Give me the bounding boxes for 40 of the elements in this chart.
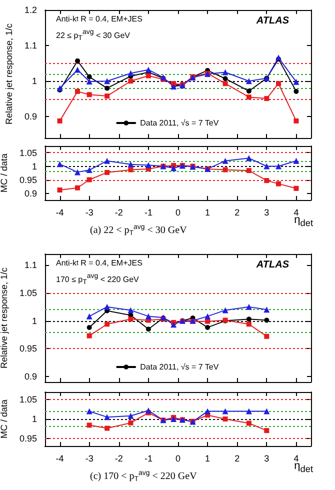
- y-tick-label: 0.9: [24, 371, 37, 382]
- y-tick-label: 1: [32, 316, 37, 326]
- x-tick-label: 0: [175, 208, 181, 218]
- x-tick-label: -1: [144, 208, 152, 218]
- y-tick-label: 1: [32, 76, 37, 86]
- y-axis-title: Relative jet response, 1/c: [0, 266, 10, 369]
- x-tick-label: -4: [56, 208, 64, 218]
- y-tick-label: 0.95: [19, 174, 37, 185]
- x-tick-label: -2: [114, 208, 123, 218]
- y-tick-label: 1.2: [24, 5, 37, 15]
- x-tick-label: 1: [205, 208, 210, 218]
- x-tick-label: 3: [264, 454, 270, 464]
- x-tick-label: -2: [114, 454, 123, 464]
- annotation: ATLAS: [255, 260, 290, 270]
- x-tick-label: 3: [264, 208, 270, 218]
- x-tick-label: -3: [85, 454, 94, 464]
- legend-label: Data 2011, √s = 7 TeV: [140, 118, 220, 128]
- y-tick-label: 1: [32, 414, 37, 424]
- x-tick-label: -4: [56, 454, 64, 464]
- y-axis-title: Relative jet response, 1/c: [4, 22, 14, 125]
- x-tick-label: 2: [234, 454, 240, 464]
- y-tick-label: 0.95: [19, 433, 37, 444]
- legend-label: Data 2011, √s = 7 TeV: [140, 362, 220, 372]
- y-axis-title: MC / data: [0, 399, 10, 439]
- y-tick-label: 1.1: [24, 260, 37, 270]
- x-tick-label: -1: [144, 454, 152, 464]
- annotation: ATLAS: [255, 16, 290, 26]
- y-tick-label: 0.9: [24, 112, 37, 122]
- y-tick-label: 1: [32, 161, 37, 172]
- y-axis-title: MC / data: [0, 153, 10, 193]
- y-tick-label: 1.1: [24, 40, 37, 51]
- y-tick-label: 0.95: [19, 344, 37, 354]
- y-tick-label: 1.05: [19, 148, 37, 158]
- y-tick-label: 1.05: [19, 394, 37, 405]
- x-tick-label: 1: [205, 454, 210, 464]
- x-tick-label: 0: [175, 454, 181, 464]
- y-tick-label: 0.9: [24, 188, 37, 198]
- x-tick-label: 2: [234, 208, 240, 218]
- y-tick-label: 1.05: [19, 288, 37, 298]
- x-tick-label: -3: [85, 208, 94, 218]
